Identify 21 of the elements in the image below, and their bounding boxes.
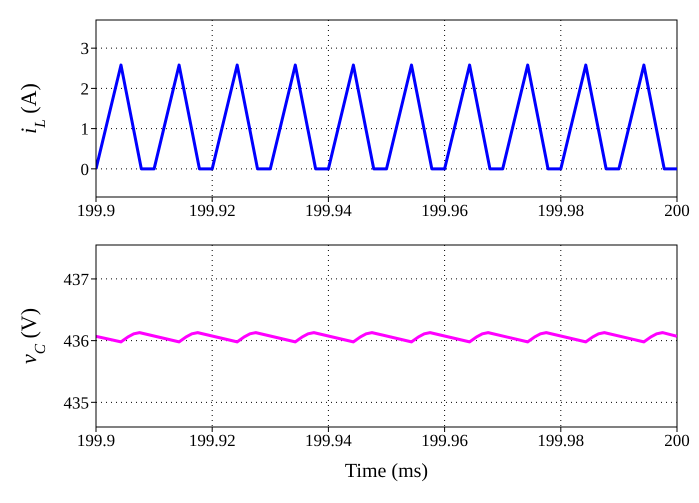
x-axis-title: Time (ms) xyxy=(344,460,428,482)
y-tick-label: 1 xyxy=(80,120,89,139)
x-tick-label: 199.94 xyxy=(305,201,352,220)
x-tick-label: 199.98 xyxy=(537,201,584,220)
x-tick-label: 199.96 xyxy=(421,201,468,220)
x-tick-label: 199.96 xyxy=(421,431,468,450)
x-tick-label: 200 xyxy=(664,431,690,450)
x-tick-label: 199.92 xyxy=(188,201,236,220)
x-tick-label: 199.92 xyxy=(188,431,236,450)
y-tick-label: 435 xyxy=(64,393,89,412)
x-tick-label: 199.98 xyxy=(537,431,584,450)
x-tick-label: 199.9 xyxy=(76,431,116,450)
y-tick-label: 2 xyxy=(80,79,89,98)
x-tick-label: 199.94 xyxy=(305,431,352,450)
y-tick-label: 0 xyxy=(80,160,89,179)
y-tick-label: 436 xyxy=(64,332,89,351)
y-tick-label: 437 xyxy=(64,270,90,289)
x-tick-label: 200 xyxy=(664,201,690,220)
x-tick-label: 199.9 xyxy=(76,201,116,220)
line-series xyxy=(96,331,677,344)
y-tick-label: 3 xyxy=(80,39,89,58)
